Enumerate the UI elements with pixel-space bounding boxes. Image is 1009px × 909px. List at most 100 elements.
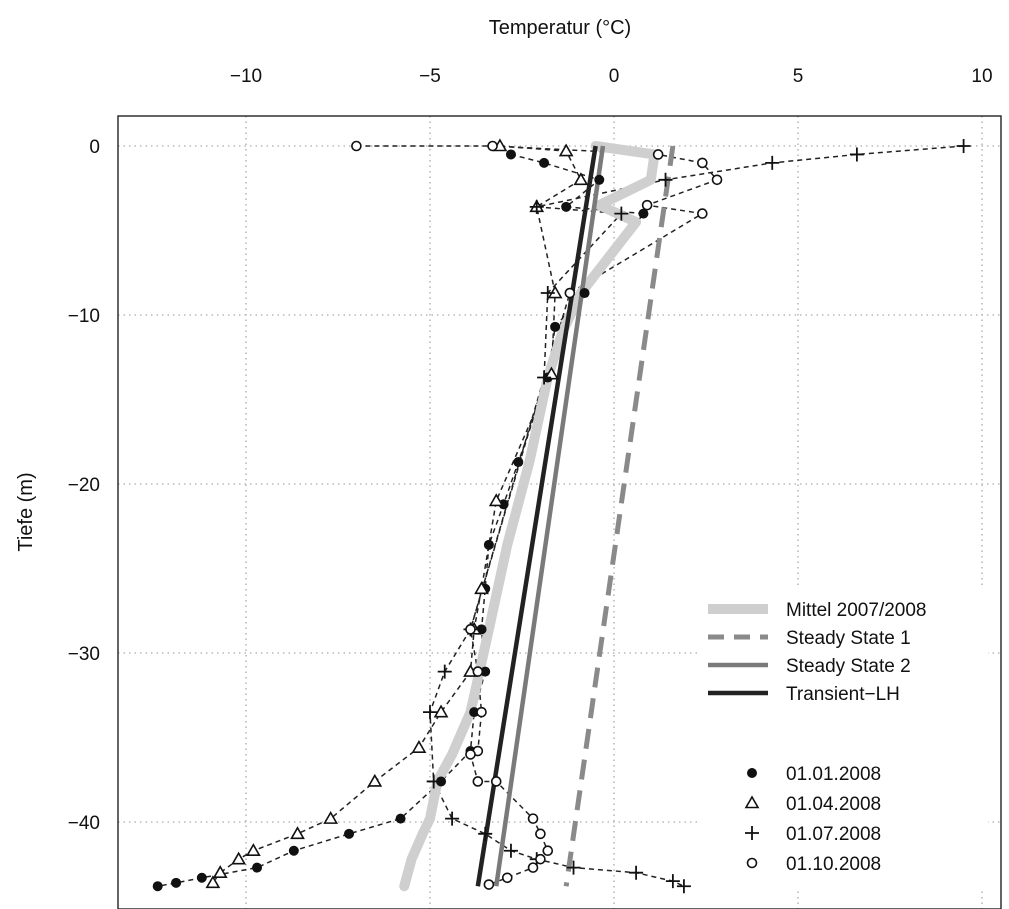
legend-label: Transient−LH: [786, 684, 900, 705]
data-point: [539, 157, 550, 168]
data-point: [542, 845, 554, 857]
y-tick-label: −40: [68, 813, 100, 834]
data-point: [476, 706, 487, 718]
data-point: [529, 199, 544, 214]
legend-label: 01.10.2008: [786, 854, 881, 875]
data-point: [535, 828, 546, 840]
measurement-line: [356, 145, 719, 886]
data-point: [956, 139, 971, 153]
y-tick-label: 0: [89, 137, 100, 158]
data-point: [540, 286, 555, 301]
data-point: [579, 288, 590, 299]
data-point: [411, 740, 427, 753]
data-point: [395, 813, 406, 824]
data-point: [351, 140, 362, 152]
data-point: [641, 199, 653, 211]
measurement-line: [212, 145, 582, 884]
data-point: [433, 704, 449, 718]
data-point: [196, 872, 207, 883]
legend-marker: [747, 768, 757, 778]
data-point: [474, 581, 489, 595]
y-tick-label: −20: [68, 475, 100, 496]
data-point: [658, 172, 673, 187]
legend-marker: [746, 857, 758, 869]
data-point: [344, 828, 355, 839]
data-point: [550, 321, 561, 332]
data-point: [426, 774, 441, 789]
data-point: [480, 666, 491, 677]
y-tick-label: −30: [68, 644, 100, 665]
data-point: [367, 773, 383, 787]
data-point: [423, 705, 437, 720]
data-point: [711, 174, 723, 186]
legend-label: 01.07.2008: [786, 824, 881, 845]
series-line: [563, 145, 676, 887]
legend-label: Steady State 1: [786, 628, 911, 649]
data-point: [665, 874, 680, 889]
data-point: [697, 157, 708, 169]
marker-layer: [152, 138, 971, 894]
data-point: [469, 707, 480, 718]
series-layer: [157, 141, 964, 892]
data-point: [290, 826, 305, 840]
data-point: [573, 172, 589, 186]
data-point: [527, 862, 539, 873]
data-point: [505, 149, 516, 160]
data-point: [465, 624, 476, 635]
x-axis-title: Temperatur (°C): [489, 17, 631, 39]
y-tick-label: −10: [68, 306, 100, 327]
x-tick-label: 10: [971, 66, 992, 87]
data-point: [652, 149, 664, 160]
series-line: [494, 145, 606, 887]
data-point: [513, 457, 524, 468]
data-point: [697, 208, 708, 219]
legend-marker: [745, 826, 759, 840]
legend-marker: [744, 795, 760, 809]
data-point: [205, 875, 221, 889]
data-point: [437, 664, 452, 679]
data-point: [483, 539, 494, 550]
y-axis-title: Tiefe (m): [15, 472, 37, 551]
data-point: [288, 845, 299, 856]
series-line: [475, 145, 598, 887]
data-point: [171, 877, 182, 888]
data-point: [498, 499, 509, 510]
legend: Mittel 2007/2008 Steady State 1 Steady Sta…: [698, 588, 988, 888]
tick-layer: −10 −5 0 5 10 0 −10 −20 −30 −40: [68, 66, 993, 834]
legend-label: 01.04.2008: [786, 794, 881, 815]
measurement-line: [157, 153, 645, 887]
data-point: [323, 811, 339, 824]
data-point: [594, 174, 605, 185]
data-point: [566, 860, 581, 875]
data-point: [245, 843, 261, 857]
data-point: [252, 862, 263, 873]
data-point: [849, 147, 864, 162]
data-point: [490, 776, 502, 787]
data-point: [638, 208, 649, 219]
x-tick-label: 5: [793, 66, 804, 87]
data-point: [478, 826, 493, 841]
data-point: [212, 865, 228, 879]
data-point: [503, 843, 518, 858]
data-point: [564, 287, 576, 299]
plot-frame: [117, 115, 1002, 909]
data-point: [676, 879, 691, 894]
x-tick-label: 0: [609, 66, 620, 87]
series-line: [399, 141, 660, 892]
data-point: [561, 201, 572, 212]
data-point: [537, 370, 552, 385]
data-point: [445, 811, 460, 826]
x-tick-label: −5: [419, 66, 441, 87]
data-point: [472, 666, 484, 677]
data-point: [527, 813, 539, 824]
data-point: [487, 140, 498, 152]
data-point: [436, 776, 447, 787]
data-point: [472, 776, 484, 787]
data-point: [629, 865, 644, 880]
data-point: [465, 749, 476, 760]
data-point: [483, 879, 495, 890]
data-point: [544, 366, 559, 380]
legend-label: Steady State 2: [786, 656, 911, 677]
data-point: [558, 143, 574, 157]
